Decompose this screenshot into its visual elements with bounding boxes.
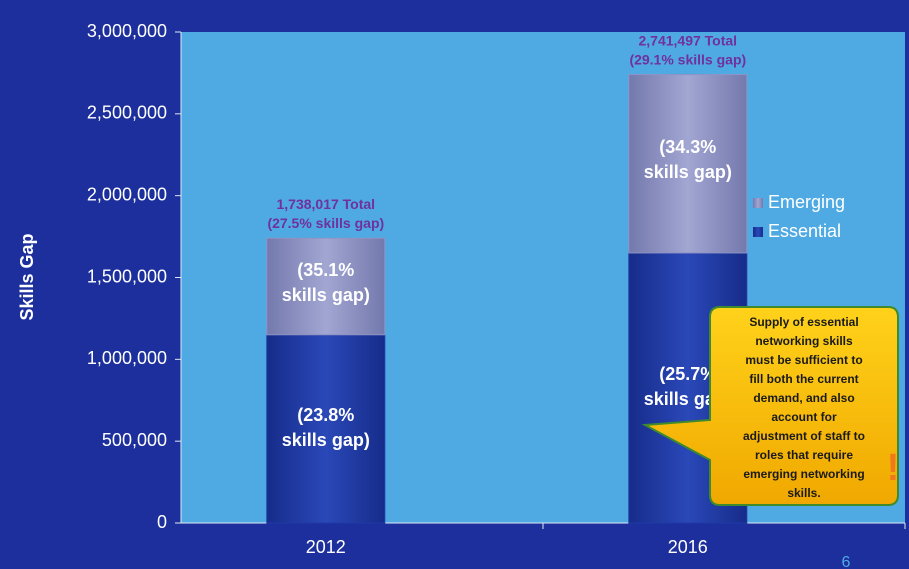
segment-label: skills gap) xyxy=(644,162,732,182)
callout-text: networking skills xyxy=(755,334,853,348)
callout-text: emerging networking xyxy=(743,467,864,481)
callout-text: roles that require xyxy=(755,448,853,462)
callout-text: fill both the current xyxy=(749,372,858,386)
y-tick-label: 2,500,000 xyxy=(87,103,167,123)
segment-label: (25.7% xyxy=(659,364,716,384)
total-label: (27.5% skills gap) xyxy=(267,215,384,231)
callout-text: account for xyxy=(771,410,837,424)
total-label: 1,738,017 Total xyxy=(277,196,376,212)
page-number: 6 xyxy=(842,554,851,569)
legend-swatch xyxy=(753,198,763,208)
y-tick-label: 500,000 xyxy=(102,430,167,450)
legend-label: Emerging xyxy=(768,192,845,212)
bar-segment xyxy=(266,334,386,524)
bar-segment xyxy=(628,74,748,254)
segment-label: (35.1% xyxy=(297,260,354,280)
total-label: 2,741,497 Total xyxy=(639,32,738,48)
y-tick-label: 3,000,000 xyxy=(87,21,167,41)
callout-mark: ! xyxy=(887,447,900,489)
y-tick-label: 1,000,000 xyxy=(87,348,167,368)
segment-label: skills gap) xyxy=(282,430,370,450)
x-tick-label: 2012 xyxy=(306,537,346,557)
callout-box xyxy=(641,306,899,506)
segment-label: (34.3% xyxy=(659,137,716,157)
x-tick-label: 2016 xyxy=(668,537,708,557)
y-tick-label: 0 xyxy=(157,512,167,532)
legend-swatch xyxy=(753,227,763,237)
y-tick-label: 2,000,000 xyxy=(87,184,167,204)
callout-text: must be sufficient to xyxy=(745,353,862,367)
y-axis-label: Skills Gap xyxy=(17,233,37,320)
callout-text: demand, and also xyxy=(753,391,854,405)
callout-text: adjustment of staff to xyxy=(743,429,865,443)
y-tick-label: 1,500,000 xyxy=(87,266,167,286)
bar-segment xyxy=(266,237,386,336)
segment-label: (23.8% xyxy=(297,405,354,425)
callout-text: skills. xyxy=(787,486,820,500)
segment-label: skills gap) xyxy=(282,285,370,305)
callout-text: Supply of essential xyxy=(749,315,858,329)
legend-label: Essential xyxy=(768,221,841,241)
total-label: (29.1% skills gap) xyxy=(629,51,746,67)
